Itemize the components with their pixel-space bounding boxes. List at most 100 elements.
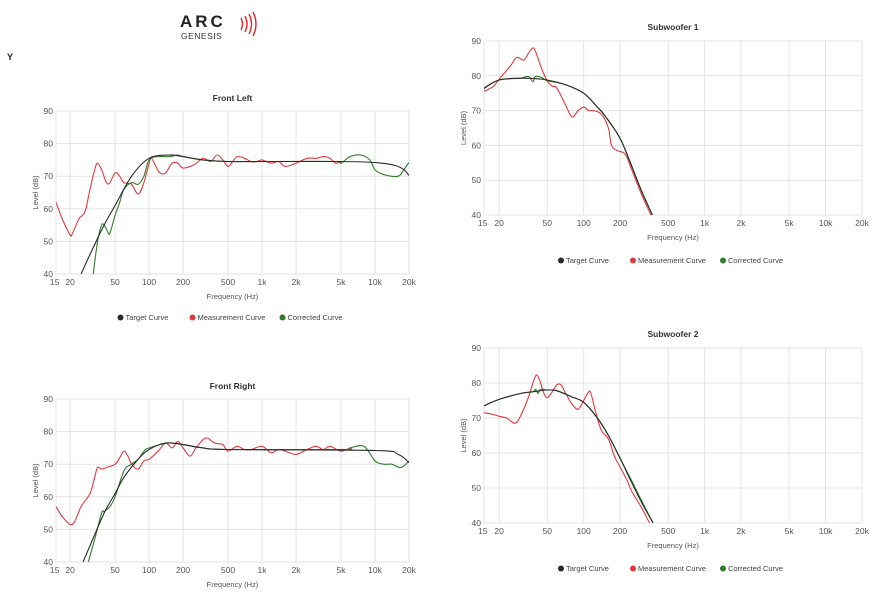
x-tick-label: 20	[494, 526, 504, 536]
legend-marker-measurement	[630, 565, 636, 572]
legend-entry: Target Curve	[566, 256, 609, 265]
legend-entry: Target Curve	[566, 564, 609, 573]
x-tick-label: 10k	[368, 565, 382, 575]
y-tick-label: 90	[472, 36, 482, 46]
x-tick-label: 500	[221, 277, 235, 287]
y-tick-label: 60	[44, 492, 54, 502]
x-tick-label: 1k	[258, 277, 268, 287]
y-tick-label: 70	[472, 413, 482, 423]
x-tick-label: 15	[478, 218, 488, 228]
legend-entry: Corrected Curve	[728, 564, 783, 573]
sound-wave-icon	[240, 11, 257, 37]
legend-marker-target	[117, 314, 124, 321]
x-tick-label: 10k	[368, 277, 382, 287]
x-tick-label: 500	[661, 218, 675, 228]
y-tick-label: 40	[44, 269, 54, 279]
y-tick-label: 60	[472, 140, 482, 150]
series-line-measurement	[484, 374, 650, 523]
corner-label: Y	[7, 52, 14, 62]
y-axis-label: Level (dB)	[459, 418, 468, 453]
chart-subwoofer-2: Subwoofer 2 40 50 60 70 80 90 15 20 50 100 200 500 1k…	[459, 329, 870, 573]
y-tick-label: 60	[472, 448, 482, 458]
legend-marker-corrected	[720, 257, 726, 264]
series-line-corrected	[484, 388, 654, 523]
x-tick-label: 50	[543, 526, 553, 536]
x-tick-label: 100	[142, 565, 156, 575]
y-tick-label: 70	[44, 171, 54, 181]
y-axis-label: Level (dB)	[459, 110, 468, 145]
x-axis-label: Frequency (Hz)	[647, 233, 699, 242]
x-tick-label: 5k	[785, 218, 795, 228]
y-tick-label: 80	[472, 71, 482, 81]
series-line-measurement	[56, 154, 342, 237]
legend-marker-corrected	[279, 314, 286, 321]
x-tick-label: 1k	[258, 565, 268, 575]
x-tick-label: 500	[661, 526, 675, 536]
legend-entry: Measurement Curve	[638, 564, 706, 573]
y-tick-label: 80	[44, 139, 54, 149]
x-tick-label: 10k	[819, 218, 833, 228]
legend-marker-measurement	[189, 314, 196, 321]
legend-marker-target	[558, 565, 564, 572]
series-line-target	[82, 442, 409, 562]
y-tick-label: 90	[44, 394, 54, 404]
x-axis-label: Frequency (Hz)	[207, 580, 259, 589]
x-tick-label: 100	[577, 218, 591, 228]
x-tick-label: 50	[110, 565, 120, 575]
x-tick-label: 2k	[737, 526, 747, 536]
legend-entry: Measurement Curve	[638, 256, 706, 265]
x-tick-label: 20	[65, 565, 75, 575]
x-tick-label: 1k	[700, 218, 710, 228]
y-tick-label: 50	[44, 524, 54, 534]
series-line-measurement	[56, 437, 351, 526]
x-tick-label: 20k	[855, 526, 869, 536]
svg-text:GENESIS: GENESIS	[181, 31, 222, 41]
series-line-target	[484, 77, 653, 215]
y-tick-label: 50	[472, 483, 482, 493]
x-tick-label: 10k	[819, 526, 833, 536]
y-tick-label: 60	[44, 204, 54, 214]
series-line-corrected	[92, 154, 409, 274]
y-tick-label: 50	[472, 175, 482, 185]
chart-title: Subwoofer 2	[647, 329, 698, 339]
y-tick-label: 90	[472, 343, 482, 353]
y-tick-label: 40	[472, 210, 482, 220]
x-tick-label: 20	[65, 277, 75, 287]
x-axis-label: Frequency (Hz)	[207, 292, 259, 301]
y-tick-label: 70	[472, 106, 482, 116]
legend-entry: Corrected Curve	[728, 256, 783, 265]
legend-marker-measurement	[630, 257, 636, 264]
x-tick-label: 200	[613, 526, 627, 536]
y-tick-label: 40	[44, 557, 54, 567]
x-tick-label: 50	[543, 218, 553, 228]
x-tick-label: 5k	[785, 526, 795, 536]
x-tick-label: 20k	[855, 218, 869, 228]
y-axis-label: Level (dB)	[31, 463, 40, 498]
chart-title: Front Right	[210, 381, 256, 391]
x-tick-label: 15	[50, 565, 60, 575]
x-tick-label: 2k	[292, 277, 302, 287]
y-tick-label: 70	[44, 459, 54, 469]
series-line-target	[484, 389, 654, 523]
series-line-measurement	[484, 47, 652, 215]
x-tick-label: 15	[50, 277, 60, 287]
chart-front-right: Front Right 40 50 60 70 80 90 15 20 50 100 200 500 1k…	[31, 381, 417, 589]
x-tick-label: 20k	[402, 277, 416, 287]
x-tick-label: 20k	[402, 565, 416, 575]
x-tick-label: 15	[478, 526, 488, 536]
chart-subwoofer-1: Subwoofer 1 40 50 60 70 80 90 15 20 50 100 200 500 1k…	[459, 22, 870, 265]
chart-title: Subwoofer 1	[647, 22, 698, 32]
x-tick-label: 200	[176, 565, 190, 575]
x-tick-label: 100	[577, 526, 591, 536]
x-tick-label: 5k	[336, 277, 346, 287]
x-tick-label: 500	[221, 565, 235, 575]
x-tick-label: 200	[613, 218, 627, 228]
legend-entry: Target Curve	[126, 313, 169, 322]
svg-text:ARC: ARC	[180, 12, 226, 31]
y-tick-label: 90	[44, 106, 54, 116]
chart-title: Front Left	[213, 93, 253, 103]
legend-entry: Corrected Curve	[288, 313, 343, 322]
x-tick-label: 2k	[737, 218, 747, 228]
y-tick-label: 50	[44, 236, 54, 246]
